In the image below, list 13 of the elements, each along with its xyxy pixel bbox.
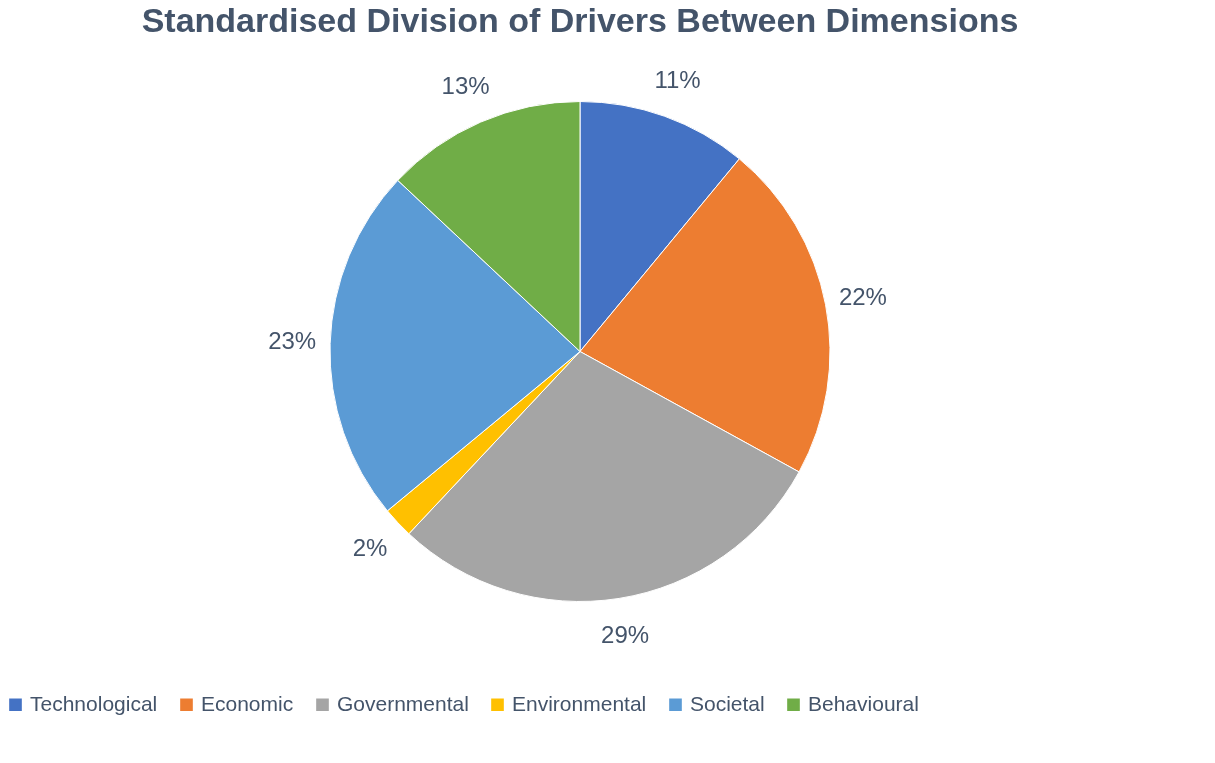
legend-label: Economic bbox=[201, 691, 294, 715]
legend-label: Technological bbox=[30, 691, 158, 715]
legend-label: Behavioural bbox=[808, 691, 919, 715]
data-label: 2% bbox=[352, 533, 388, 561]
legend-label: Societal bbox=[690, 691, 765, 715]
data-label: 22% bbox=[838, 282, 887, 310]
chart-title: Standardised Division of Drivers Between Dimensions bbox=[141, 1, 1019, 39]
legend-label: Environmental bbox=[512, 691, 647, 715]
data-label: 13% bbox=[441, 72, 490, 100]
data-label: 23% bbox=[268, 327, 317, 355]
legend-label: Governmental bbox=[337, 691, 469, 715]
data-label: 11% bbox=[654, 65, 701, 93]
data-label: 29% bbox=[601, 620, 650, 648]
